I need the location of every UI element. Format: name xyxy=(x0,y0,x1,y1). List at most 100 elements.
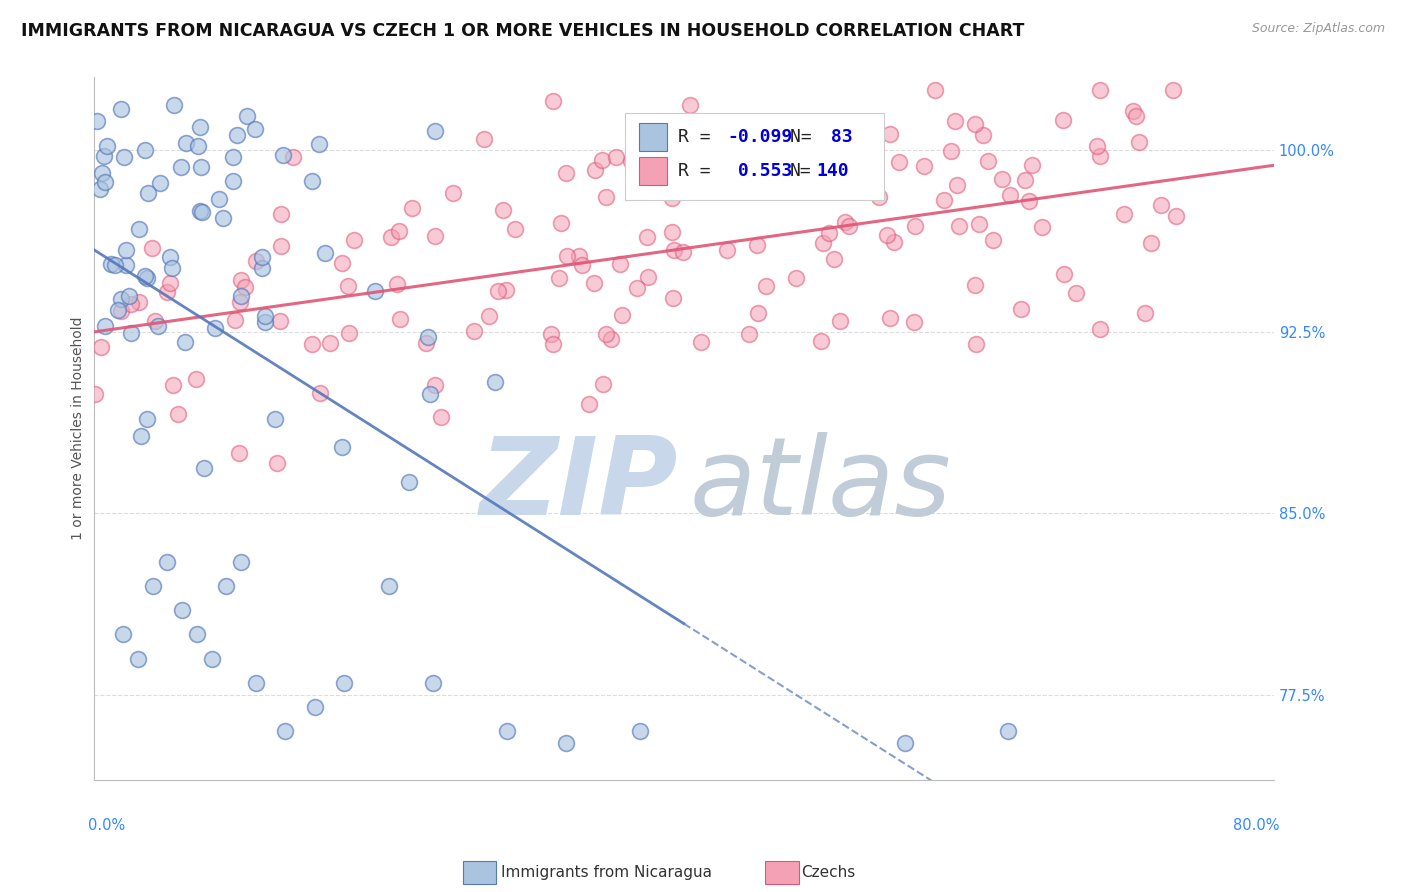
Point xyxy=(747,238,769,252)
Point xyxy=(149,177,172,191)
Point xyxy=(550,216,572,230)
Point xyxy=(883,235,905,250)
Point xyxy=(943,114,966,128)
Point xyxy=(610,308,633,322)
Point xyxy=(991,171,1014,186)
Point xyxy=(134,268,156,283)
Point xyxy=(319,336,342,351)
Point xyxy=(222,174,245,188)
Point xyxy=(112,627,135,641)
Point xyxy=(818,227,841,241)
Point xyxy=(689,335,711,350)
Point xyxy=(1018,194,1040,209)
Text: -0.099: -0.099 xyxy=(727,128,793,146)
Point xyxy=(492,203,515,218)
Point xyxy=(1161,82,1184,96)
Text: 140: 140 xyxy=(815,161,849,180)
Text: N=: N= xyxy=(790,161,811,180)
Point xyxy=(1090,148,1112,162)
Point xyxy=(903,219,925,233)
Y-axis label: 1 or more Vehicles in Household: 1 or more Vehicles in Household xyxy=(72,317,86,541)
Point xyxy=(934,194,956,208)
Point xyxy=(595,189,617,203)
Point xyxy=(233,280,256,294)
Point xyxy=(385,277,408,291)
Point xyxy=(245,675,267,690)
Point xyxy=(114,258,136,272)
Point xyxy=(250,250,273,264)
Point xyxy=(425,228,447,243)
Point xyxy=(401,201,423,215)
Text: Immigrants from Nicaragua: Immigrants from Nicaragua xyxy=(501,865,711,880)
Point xyxy=(678,98,700,112)
Point xyxy=(274,724,297,739)
Point xyxy=(924,82,946,96)
Point xyxy=(128,294,150,309)
Point xyxy=(93,149,115,163)
Point xyxy=(495,724,517,739)
Point xyxy=(997,724,1019,739)
Point xyxy=(170,160,193,174)
Point xyxy=(136,186,159,200)
Point xyxy=(333,675,356,690)
Point xyxy=(155,285,177,300)
Point xyxy=(554,736,576,750)
Point xyxy=(107,302,129,317)
Point xyxy=(472,132,495,146)
Point xyxy=(1122,104,1144,119)
Point xyxy=(301,336,323,351)
Point xyxy=(377,579,399,593)
Point xyxy=(661,191,683,205)
Point xyxy=(582,276,605,290)
Text: 0.553: 0.553 xyxy=(727,161,793,180)
Point xyxy=(94,176,117,190)
Point xyxy=(176,136,198,150)
Point xyxy=(100,257,122,271)
Point xyxy=(716,243,738,257)
Point xyxy=(939,144,962,158)
Point xyxy=(879,127,901,141)
Point xyxy=(605,150,627,164)
Point xyxy=(309,386,332,401)
Point xyxy=(186,627,208,641)
Point xyxy=(337,326,360,340)
Point xyxy=(162,378,184,392)
Point xyxy=(308,137,330,152)
Point xyxy=(578,397,600,411)
Point xyxy=(188,120,211,135)
Point xyxy=(1010,301,1032,316)
Point xyxy=(229,289,252,303)
Point xyxy=(484,376,506,390)
Point xyxy=(159,276,181,290)
Point xyxy=(554,166,576,180)
Point xyxy=(868,189,890,203)
Point xyxy=(96,139,118,153)
Point xyxy=(662,291,685,305)
Point xyxy=(682,180,704,194)
Point xyxy=(591,153,613,168)
Point xyxy=(112,150,135,164)
Text: IMMIGRANTS FROM NICARAGUA VS CZECH 1 OR MORE VEHICLES IN HOUSEHOLD CORRELATION C: IMMIGRANTS FROM NICARAGUA VS CZECH 1 OR … xyxy=(21,22,1025,40)
Point xyxy=(1128,135,1150,149)
Point xyxy=(398,475,420,489)
Point xyxy=(1052,113,1074,128)
Point xyxy=(541,95,564,109)
Point xyxy=(1064,285,1087,300)
Point xyxy=(965,277,987,292)
Point xyxy=(110,304,132,318)
Point xyxy=(948,219,970,233)
Text: R =: R = xyxy=(678,128,721,146)
Point xyxy=(1150,198,1173,212)
Point xyxy=(135,412,157,426)
Point xyxy=(120,297,142,311)
Point xyxy=(212,211,235,225)
Point xyxy=(571,258,593,272)
Point xyxy=(592,377,614,392)
Point xyxy=(595,326,617,341)
Point xyxy=(541,337,564,351)
Point xyxy=(463,325,485,339)
Point xyxy=(118,288,141,302)
Point xyxy=(965,336,987,351)
Point xyxy=(184,372,207,386)
Text: 0.0%: 0.0% xyxy=(87,818,125,833)
